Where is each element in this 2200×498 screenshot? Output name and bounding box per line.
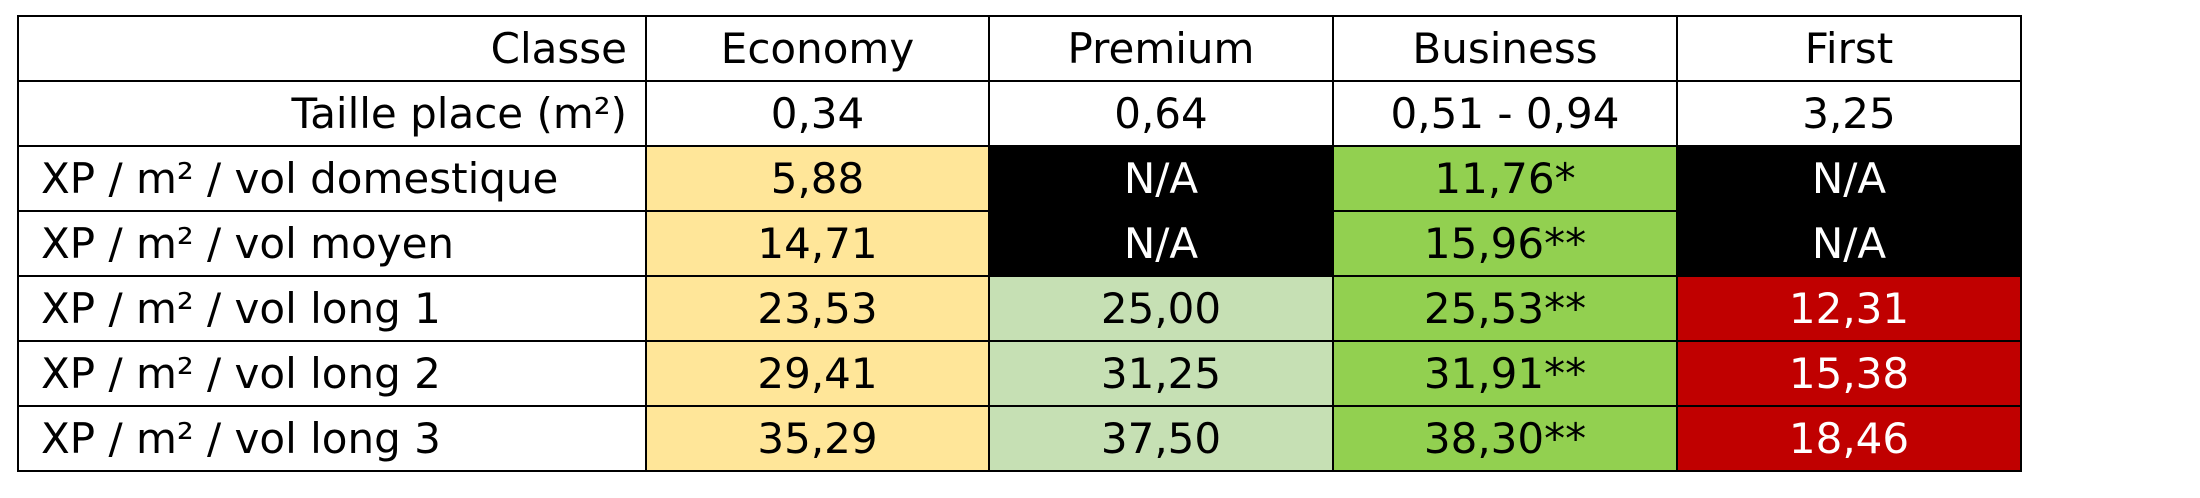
table-row: XP / m² / vol long 3 35,29 37,50 38,30**… xyxy=(17,405,2022,472)
row-label: XP / m² / vol moyen xyxy=(17,210,647,277)
table-cell-business: 0,51 - 0,94 xyxy=(1332,80,1678,147)
table-cell-economy: 5,88 xyxy=(645,145,990,212)
table-cell-first: 18,46 xyxy=(1676,405,2022,472)
table-cell-first: N/A xyxy=(1676,210,2022,277)
table-cell-premium: N/A xyxy=(988,145,1334,212)
table-row: XP / m² / vol long 2 29,41 31,25 31,91**… xyxy=(17,340,2022,407)
table-cell-business: 31,91** xyxy=(1332,340,1678,407)
table-cell-premium: 25,00 xyxy=(988,275,1334,342)
table-cell-economy: 29,41 xyxy=(645,340,990,407)
table-cell-business: 38,30** xyxy=(1332,405,1678,472)
table-cell-business: 15,96** xyxy=(1332,210,1678,277)
header-cell-premium: Premium xyxy=(988,15,1334,82)
comparison-table-container: Classe Economy Premium Business First Ta… xyxy=(17,15,2022,472)
table-cell-premium: 37,50 xyxy=(988,405,1334,472)
table-cell-economy: 23,53 xyxy=(645,275,990,342)
table-cell-business: 25,53** xyxy=(1332,275,1678,342)
row-label: XP / m² / vol long 3 xyxy=(17,405,647,472)
table-cell-first: 3,25 xyxy=(1676,80,2022,147)
table-cell-premium: 31,25 xyxy=(988,340,1334,407)
table-body: Classe Economy Premium Business First Ta… xyxy=(17,15,2022,472)
row-label: XP / m² / vol long 1 xyxy=(17,275,647,342)
row-label: XP / m² / vol domestique xyxy=(17,145,647,212)
header-cell-classe: Classe xyxy=(17,15,647,82)
header-cell-first: First xyxy=(1676,15,2022,82)
header-cell-business: Business xyxy=(1332,15,1678,82)
row-label: Taille place (m²) xyxy=(17,80,647,147)
table-cell-first: 15,38 xyxy=(1676,340,2022,407)
table-row: Taille place (m²) 0,34 0,64 0,51 - 0,94 … xyxy=(17,80,2022,147)
table-cell-business: 11,76* xyxy=(1332,145,1678,212)
class-comparison-table: Classe Economy Premium Business First Ta… xyxy=(17,15,2022,472)
table-row: XP / m² / vol domestique 5,88 N/A 11,76*… xyxy=(17,145,2022,212)
table-cell-first: N/A xyxy=(1676,145,2022,212)
table-cell-economy: 35,29 xyxy=(645,405,990,472)
table-cell-first: 12,31 xyxy=(1676,275,2022,342)
table-cell-premium: N/A xyxy=(988,210,1334,277)
header-cell-economy: Economy xyxy=(645,15,990,82)
row-label: XP / m² / vol long 2 xyxy=(17,340,647,407)
table-row: XP / m² / vol moyen 14,71 N/A 15,96** N/… xyxy=(17,210,2022,277)
table-cell-premium: 0,64 xyxy=(988,80,1334,147)
header-row: Classe Economy Premium Business First xyxy=(17,15,2022,82)
table-cell-economy: 14,71 xyxy=(645,210,990,277)
table-cell-economy: 0,34 xyxy=(645,80,990,147)
table-row: XP / m² / vol long 1 23,53 25,00 25,53**… xyxy=(17,275,2022,342)
